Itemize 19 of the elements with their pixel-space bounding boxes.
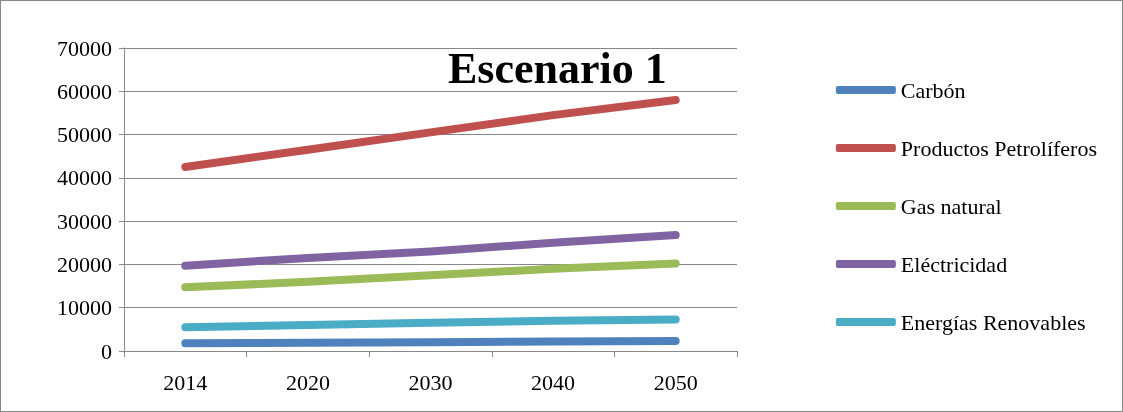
y-tick-label: 70000 — [57, 35, 112, 61]
y-tick-label: 10000 — [57, 295, 112, 321]
x-tick-label: 2020 — [285, 369, 330, 395]
legend-label: Gas natural — [900, 193, 1002, 219]
x-tick-label: 2050 — [653, 369, 698, 395]
chart-title: Escenario 1 — [448, 43, 667, 93]
y-tick-label: 0 — [101, 338, 112, 364]
y-tick-label: 60000 — [57, 78, 112, 104]
x-tick-label: 2014 — [163, 369, 208, 395]
legend-label: Eléctricidad — [900, 251, 1008, 277]
x-tick-label: 2040 — [531, 369, 576, 395]
x-tick-label: 2030 — [408, 369, 453, 395]
y-tick-label: 40000 — [57, 165, 112, 191]
legend-label: Productos Petrolíferos — [900, 135, 1098, 161]
legend-label: Carbón — [900, 77, 966, 103]
y-tick-label: 50000 — [57, 122, 112, 148]
y-tick-label: 20000 — [57, 251, 112, 277]
y-tick-label: 30000 — [57, 208, 112, 234]
legend-label: Energías Renovables — [900, 309, 1086, 335]
